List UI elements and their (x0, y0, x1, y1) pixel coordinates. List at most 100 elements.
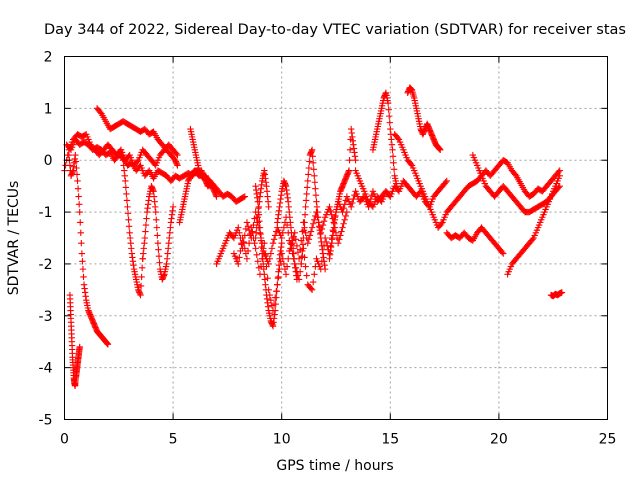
series-s2 (63, 136, 248, 205)
data-point (241, 245, 248, 252)
series-s15 (298, 146, 329, 273)
data-point (352, 157, 359, 164)
data-point (529, 236, 536, 243)
data-point (348, 203, 355, 211)
y-tick-label: 1 (44, 101, 53, 117)
series-s7 (139, 182, 177, 283)
data-point (141, 234, 149, 242)
data-point (138, 273, 145, 281)
data-point (346, 157, 353, 164)
data-point (283, 221, 291, 229)
y-tick-label: -4 (39, 361, 53, 377)
data-point (271, 307, 279, 314)
data-point (341, 216, 348, 224)
data-point (346, 146, 354, 154)
data-point (283, 263, 291, 270)
data-point (78, 239, 85, 247)
data-point (236, 229, 243, 237)
data-point (311, 172, 318, 179)
data-point (292, 236, 300, 243)
y-tick-label: -5 (39, 413, 53, 429)
data-point (245, 239, 253, 247)
data-point (267, 250, 275, 257)
data-point (153, 224, 161, 231)
data-point (342, 212, 349, 220)
x-tick-label: 20 (490, 432, 508, 448)
data-point (309, 159, 317, 167)
data-point (79, 258, 86, 265)
data-point (156, 259, 163, 266)
data-point (285, 255, 292, 262)
data-point (244, 247, 252, 255)
data-point (270, 236, 278, 243)
data-point (257, 230, 264, 238)
data-point (271, 232, 279, 239)
series-s22 (469, 151, 563, 216)
data-point (339, 224, 346, 231)
data-point (311, 271, 318, 278)
data-point (268, 245, 276, 252)
data-point (79, 265, 87, 273)
data-point (407, 160, 415, 168)
data-point (321, 265, 329, 273)
data-point (337, 232, 344, 239)
data-point (338, 228, 345, 235)
data-point (301, 219, 308, 226)
data-point (240, 193, 247, 201)
data-point (308, 146, 316, 154)
data-point (280, 260, 288, 268)
data-point (76, 343, 83, 351)
data-point (252, 245, 259, 252)
data-point (334, 239, 342, 247)
ticks-layer: 0 5 10 15 20 25 -5 -4 -3 -2 -1 0 1 2 (39, 50, 617, 448)
data-point (274, 274, 282, 282)
data-point (298, 260, 305, 268)
data-point (293, 276, 301, 283)
series-s9 (187, 125, 214, 190)
data-point (305, 236, 313, 243)
data-point (261, 239, 268, 247)
data-point (122, 177, 129, 185)
data-point (74, 177, 81, 185)
data-point (310, 166, 317, 173)
data-point (307, 285, 315, 292)
data-point (154, 239, 162, 247)
x-tick-label: 25 (599, 432, 617, 448)
series-s5 (66, 291, 83, 389)
x-tick-label: 15 (381, 432, 399, 448)
data-point (280, 224, 288, 231)
data-point (319, 221, 327, 229)
data-point (174, 162, 181, 169)
data-point (266, 255, 273, 262)
series-s6 (117, 146, 146, 299)
data-point (558, 289, 566, 296)
data-point (269, 239, 277, 247)
y-tick-label: -1 (39, 205, 53, 221)
data-point (235, 224, 242, 231)
data-point (340, 220, 347, 227)
data-point (350, 195, 357, 203)
data-point (124, 210, 132, 217)
data-point (332, 229, 340, 237)
x-tick-label: 0 (60, 432, 69, 448)
data-point (349, 199, 356, 207)
data-point (251, 239, 258, 247)
y-tick-label: 2 (44, 50, 53, 66)
data-point (305, 164, 313, 172)
data-point (309, 278, 317, 286)
data-point (73, 171, 81, 178)
data-point (248, 224, 255, 231)
data-point (237, 247, 244, 255)
data-point (302, 203, 309, 211)
series-s17 (369, 89, 401, 190)
data-point (80, 273, 87, 281)
data-point (77, 229, 84, 237)
data-point (390, 166, 398, 173)
data-point (173, 150, 180, 157)
data-point (275, 262, 283, 269)
data-point (386, 119, 393, 126)
data-point (301, 211, 309, 218)
data-point (385, 106, 392, 113)
data-point (308, 224, 316, 231)
